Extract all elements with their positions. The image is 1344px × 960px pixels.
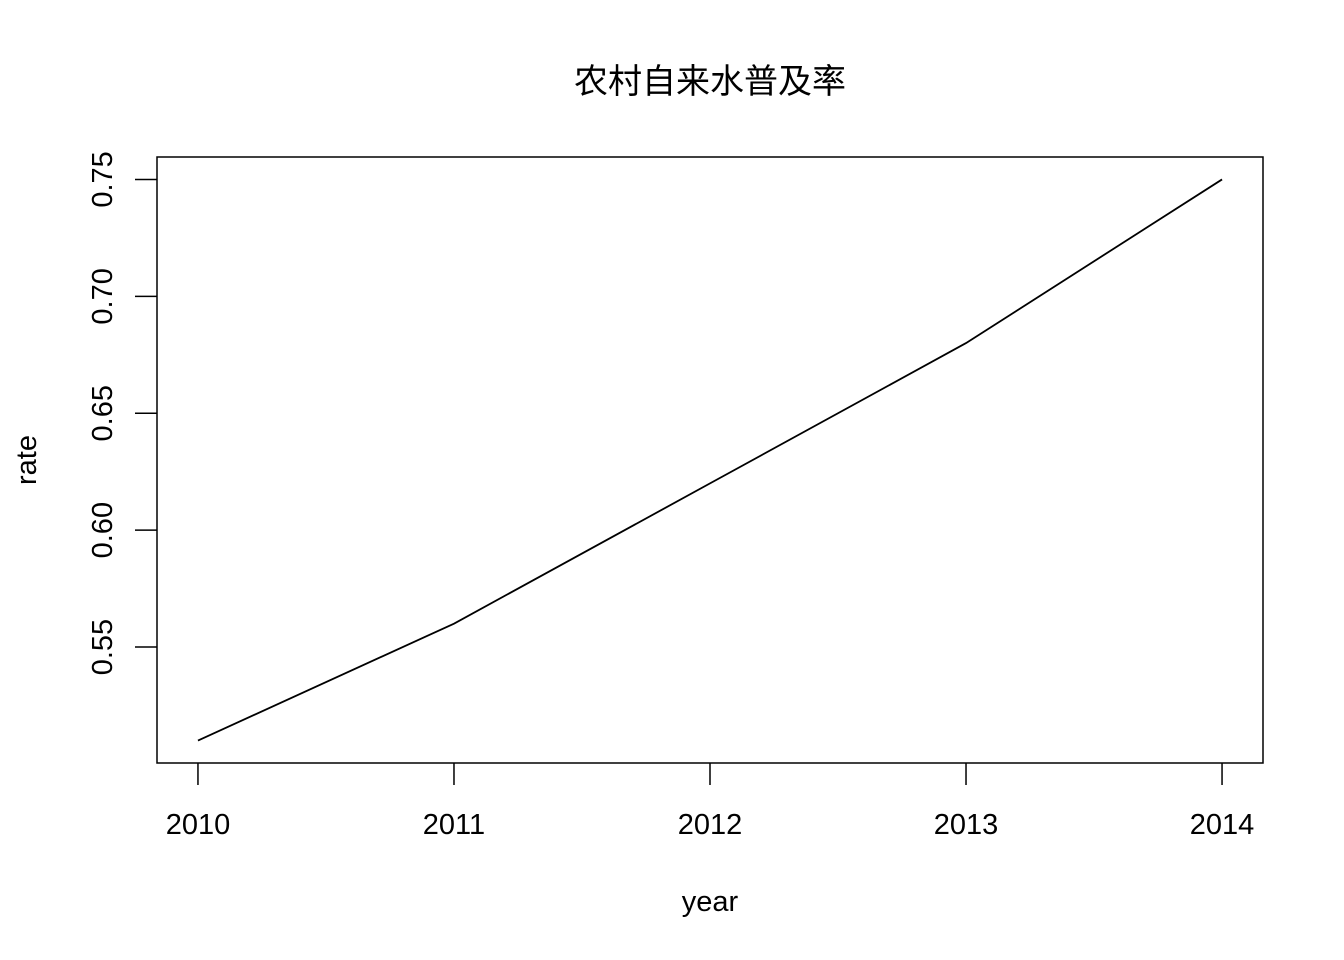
y-axis: 0.55 0.60 0.65 0.70 0.75 bbox=[87, 151, 157, 675]
y-tick-label: 0.75 bbox=[87, 151, 119, 207]
x-tick-label: 2010 bbox=[166, 809, 231, 841]
y-tick-label: 0.65 bbox=[87, 385, 119, 441]
y-tick-label: 0.70 bbox=[87, 268, 119, 324]
x-tick-label: 2012 bbox=[678, 809, 743, 841]
y-axis-label: rate bbox=[11, 435, 43, 485]
chart-title: 农村自来水普及率 bbox=[574, 62, 846, 102]
x-tick-label: 2013 bbox=[934, 809, 999, 841]
x-tick-label: 2011 bbox=[423, 809, 485, 841]
plot-frame bbox=[156, 156, 1264, 764]
x-axis-label: year bbox=[682, 886, 739, 918]
y-tick-label: 0.55 bbox=[87, 619, 119, 675]
x-axis: 2010 2011 2012 2013 2014 bbox=[166, 763, 1255, 841]
series-line-rate bbox=[197, 178, 1223, 742]
x-tick-label: 2014 bbox=[1190, 809, 1255, 841]
y-tick-label: 0.60 bbox=[87, 502, 119, 558]
